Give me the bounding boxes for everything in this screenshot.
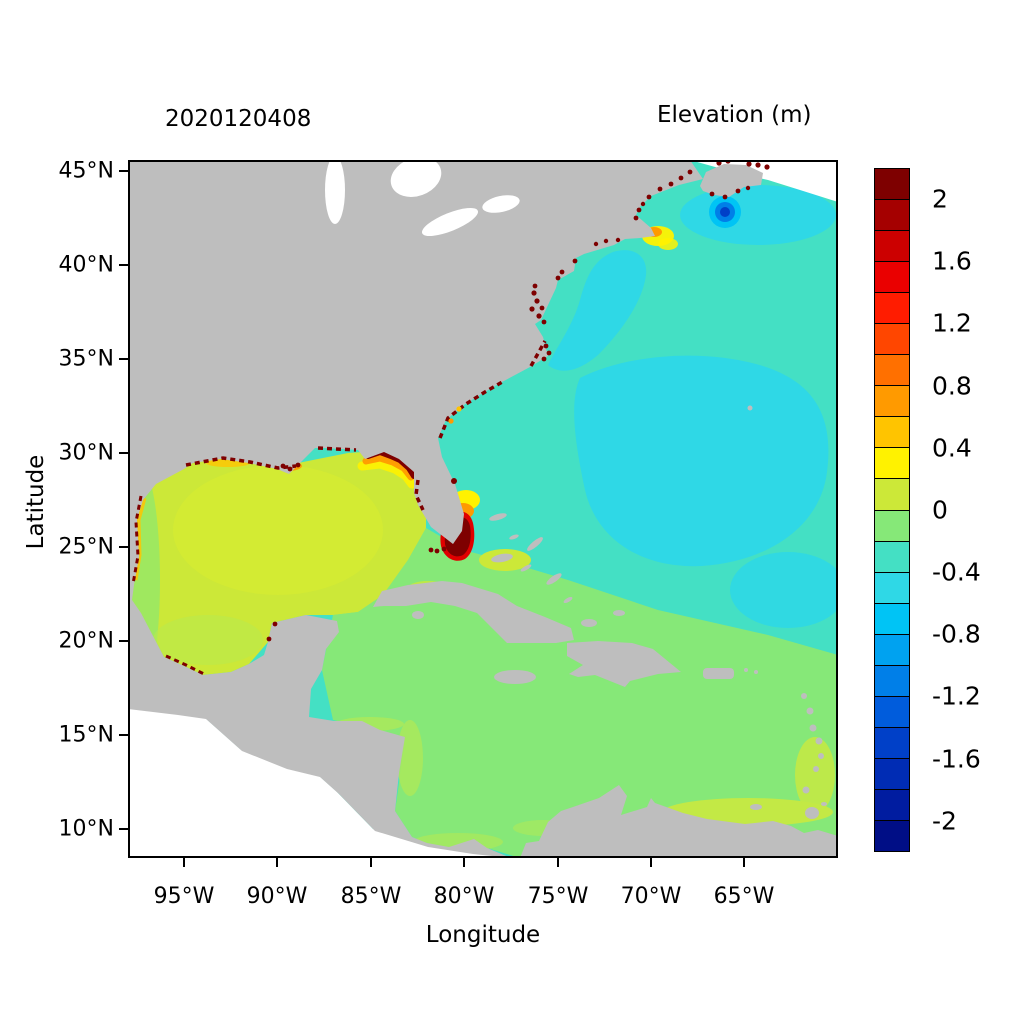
colorbar-segment <box>875 199 909 231</box>
y-tick-mark <box>119 358 128 360</box>
land-puerto-rico <box>703 668 734 679</box>
colorbar-segment <box>875 726 909 758</box>
caribbean-water <box>322 528 838 858</box>
x-tick-label: 90°W <box>246 884 308 909</box>
x-axis-label: Longitude <box>425 922 541 948</box>
colorbar-segment <box>875 354 909 386</box>
y-tick-mark <box>119 170 128 172</box>
x-tick-mark <box>370 858 372 867</box>
x-tick-mark <box>463 858 465 867</box>
colorbar-segment <box>875 602 909 634</box>
colorbar-tick-label: -1.6 <box>932 744 981 774</box>
great-lakes <box>325 160 520 236</box>
colorbar-tick-label: 0 <box>932 495 948 525</box>
map-plot <box>128 160 838 858</box>
x-tick-label: 85°W <box>340 884 402 909</box>
x-tick-mark <box>743 858 745 867</box>
colorbar-segment <box>875 416 909 448</box>
land-nova-scotia <box>700 164 763 197</box>
colorbar-segment <box>875 540 909 572</box>
map-frame <box>128 160 838 858</box>
land-margarita <box>750 804 762 810</box>
colorbar-segment <box>875 385 909 417</box>
x-tick-label: 65°W <box>713 884 775 909</box>
land-bermuda <box>747 405 753 411</box>
x-tick-label: 80°W <box>433 884 495 909</box>
colorbar-segment <box>875 323 909 355</box>
colorbar-tick-label: -1.2 <box>932 681 981 711</box>
colorbar-segment <box>875 509 909 541</box>
land-south-america <box>520 785 838 858</box>
x-tick-label: 95°W <box>153 884 215 909</box>
land-trinidad <box>805 807 819 819</box>
colorbar-tick-label: -0.8 <box>932 619 981 649</box>
y-tick-label: 45°N <box>58 158 114 184</box>
land-tobago <box>821 802 827 806</box>
gulf-of-mexico-water <box>128 451 426 695</box>
caribbean-islands <box>373 405 827 819</box>
x-tick-mark <box>183 858 185 867</box>
y-tick-label: 10°N <box>58 816 114 842</box>
lake-michigan <box>325 160 345 224</box>
y-tick-mark <box>119 828 128 830</box>
y-tick-label: 25°N <box>58 534 114 560</box>
elevation-map-svg <box>128 160 838 858</box>
estuary-highwater-dots <box>266 160 770 642</box>
colorbar-segment <box>875 447 909 479</box>
gulf-of-maine-low <box>709 196 741 228</box>
x-tick-mark <box>276 858 278 867</box>
colorbar-segment <box>875 571 909 603</box>
colorbar-segment <box>875 292 909 324</box>
colorbar-segment <box>875 230 909 262</box>
x-tick-label: 75°W <box>527 884 589 909</box>
lake-ontario <box>482 195 520 213</box>
y-tick-label: 35°N <box>58 346 114 372</box>
northeast-outside-domain <box>690 160 838 202</box>
date-stamp-title: 2020120408 <box>165 106 312 132</box>
y-tick-label: 20°N <box>58 628 114 654</box>
lake-erie <box>421 208 479 236</box>
colorbar-segment <box>875 478 909 510</box>
colorbar-segment <box>875 261 909 293</box>
bahamas-islands <box>489 513 625 627</box>
colorbar-segment <box>875 169 909 200</box>
pacific-outside-domain <box>128 706 511 858</box>
y-tick-label: 30°N <box>58 440 114 466</box>
y-tick-mark <box>119 264 128 266</box>
colorbar-tick-label: -0.4 <box>932 557 981 587</box>
colorbar-segment <box>875 788 909 820</box>
land-jamaica <box>494 670 536 684</box>
colorbar-segment <box>875 819 909 852</box>
y-tick-mark <box>119 734 128 736</box>
y-axis-label: Latitude <box>23 454 49 550</box>
colorbar-tick-label: 1.6 <box>932 246 972 276</box>
atlantic-cool-patches <box>548 185 838 628</box>
lake-huron <box>390 160 442 197</box>
y-tick-label: 40°N <box>58 252 114 278</box>
x-tick-label: 70°W <box>620 884 682 909</box>
colorbar-tick-label: -2 <box>932 806 957 836</box>
x-tick-mark <box>650 858 652 867</box>
colorbar-title: Elevation (m) <box>657 102 812 128</box>
y-tick-mark <box>119 452 128 454</box>
colorbar-segment <box>875 664 909 696</box>
x-tick-mark <box>557 858 559 867</box>
colorbar-segment <box>875 633 909 665</box>
land-north-america <box>128 160 703 858</box>
land-cuba <box>373 581 574 643</box>
colorbar <box>874 168 910 852</box>
colorbar-tick-label: 0.4 <box>932 433 972 463</box>
y-tick-label: 15°N <box>58 722 114 748</box>
y-tick-mark <box>119 546 128 548</box>
colorbar-tick-label: 0.8 <box>932 371 972 401</box>
colorbar-tick-label: 1.2 <box>932 308 972 338</box>
colorbar-tick-label: 2 <box>932 184 948 214</box>
colorbar-segment <box>875 695 909 727</box>
colorbar-segment <box>875 757 909 789</box>
land-hispaniola <box>567 641 681 687</box>
isle-of-youth <box>412 611 424 619</box>
y-tick-mark <box>119 640 128 642</box>
